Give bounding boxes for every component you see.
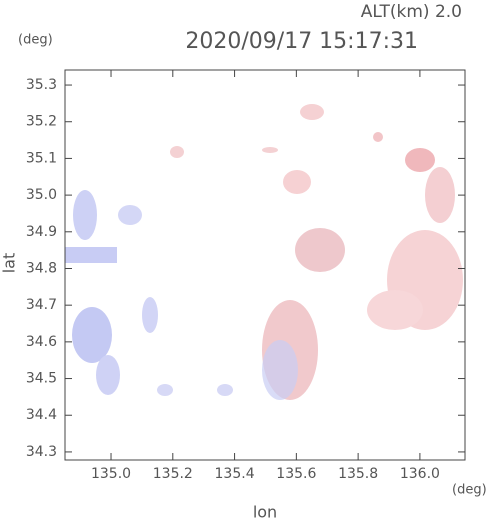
chart-title: 2020/09/17 15:17:31 — [185, 29, 418, 54]
echo-region — [142, 297, 158, 333]
echo-region — [295, 228, 345, 272]
y-label: lat — [0, 253, 19, 274]
echo-region — [157, 384, 173, 396]
y-tick-label: 34.7 — [26, 297, 57, 313]
echo-region — [217, 384, 233, 396]
y-unit: (deg) — [18, 33, 53, 48]
x-tick-label: 136.0 — [400, 466, 440, 482]
echo-region — [262, 340, 298, 400]
echo-region — [262, 147, 278, 153]
x-tick-label: 135.8 — [338, 466, 378, 482]
subtitle: ALT(km) 2.0 — [361, 2, 462, 22]
x-tick-label: 135.4 — [215, 466, 255, 482]
x-tick-label: 135.0 — [91, 466, 131, 482]
echo-region — [300, 104, 324, 120]
y-tick-label: 35.2 — [26, 114, 57, 130]
x-tick-label: 135.6 — [276, 466, 316, 482]
echo-region — [367, 290, 423, 330]
x-label: lon — [253, 503, 277, 521]
y-tick-label: 34.5 — [26, 371, 57, 387]
echo-region — [425, 167, 455, 223]
echo-region — [283, 170, 311, 194]
echo-region — [405, 148, 435, 172]
plot-frame — [64, 69, 466, 461]
y-tick-label: 35.0 — [26, 187, 57, 203]
x-tick-label: 135.2 — [153, 466, 193, 482]
echo-region — [118, 205, 142, 225]
echo-region — [170, 146, 184, 158]
y-tick-label: 34.6 — [26, 334, 57, 350]
y-tick-label: 34.8 — [26, 260, 57, 276]
y-tick-label: 34.4 — [26, 407, 57, 423]
echo-region — [65, 247, 117, 263]
echo-region — [73, 190, 97, 240]
echo-region — [373, 132, 383, 142]
echo-region — [96, 355, 120, 395]
y-tick-label: 35.1 — [26, 150, 57, 166]
echo-region — [72, 307, 112, 363]
x-unit: (deg) — [452, 483, 487, 498]
y-tick-label: 35.3 — [26, 77, 57, 93]
echo-layer — [65, 104, 463, 400]
y-tick-label: 34.3 — [26, 444, 57, 460]
y-tick-label: 34.9 — [26, 224, 57, 240]
